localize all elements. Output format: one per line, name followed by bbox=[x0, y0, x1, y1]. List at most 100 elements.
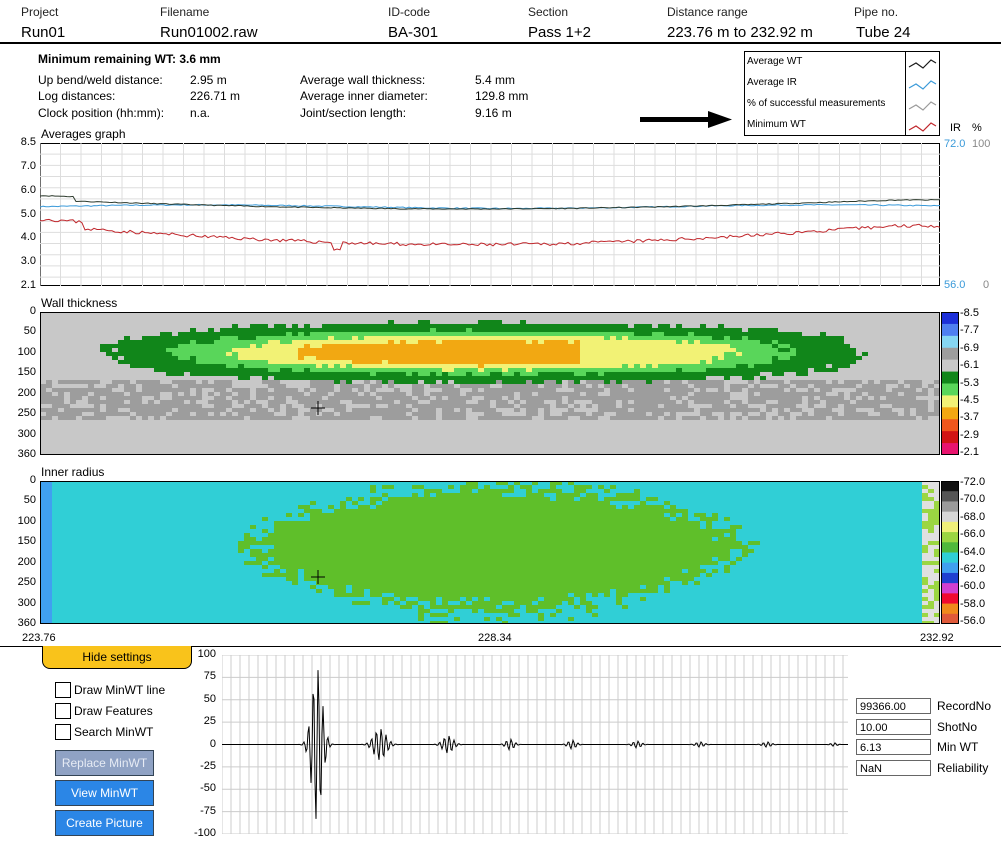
wall-y-tick-label: 100 bbox=[17, 345, 36, 358]
search-minwt-checkbox[interactable] bbox=[55, 724, 71, 740]
inner-scale-label: -62.0 bbox=[960, 562, 986, 575]
wall-y-tick-label: 50 bbox=[23, 325, 36, 338]
wall-scale-label: -6.9 bbox=[960, 341, 979, 354]
inner-scale-swatch bbox=[941, 521, 959, 533]
legend-label-success: % of successful measurements bbox=[747, 98, 886, 109]
wall-scale-label: -7.7 bbox=[960, 324, 979, 337]
waveform-signal-line bbox=[222, 670, 848, 819]
ir-axis-head: IR bbox=[950, 122, 961, 134]
legend-label-minimum-wt: Minimum WT bbox=[747, 119, 806, 130]
view-minwt-button[interactable]: View MinWT bbox=[55, 780, 154, 806]
shot-no-field[interactable]: 10.00 bbox=[856, 719, 931, 735]
reliability-label: Reliability bbox=[937, 761, 989, 775]
hide-settings-button[interactable]: Hide settings bbox=[42, 646, 192, 669]
draw-minwt-line-checkbox[interactable] bbox=[55, 682, 71, 698]
inner-scale-swatch bbox=[941, 511, 959, 523]
wall-thickness-color-scale bbox=[941, 312, 959, 455]
project-value: Run01 bbox=[21, 24, 66, 41]
wall-thickness-title: Wall thickness bbox=[41, 296, 118, 310]
min-wt-label: Min WT bbox=[937, 740, 979, 754]
filename-value: Run01002.raw bbox=[160, 24, 258, 41]
legend-swatches bbox=[908, 59, 937, 132]
pipe-no-value: Tube 24 bbox=[856, 24, 911, 41]
inner-y-tick-label: 200 bbox=[17, 555, 36, 568]
inner-y-tick-label: 360 bbox=[17, 617, 36, 629]
header-bar: Project Run01 Filename Run01002.raw ID-c… bbox=[0, 0, 1001, 44]
up-bend-value: 2.95 m bbox=[190, 73, 227, 87]
inner-scale-swatch bbox=[941, 613, 959, 624]
averages-graph bbox=[40, 143, 940, 286]
id-code-label: ID-code bbox=[388, 5, 431, 19]
inner-y-tick-label: 50 bbox=[23, 494, 36, 507]
inner-y-tick-label: 100 bbox=[17, 514, 36, 527]
minimum-wt-line bbox=[40, 218, 940, 251]
inner-radius-map[interactable] bbox=[40, 481, 940, 624]
distance-range-value: 223.76 m to 232.92 m bbox=[667, 24, 813, 41]
averages-y-tick-label: 7.0 bbox=[20, 159, 36, 172]
inner-y-tick-label: 250 bbox=[17, 576, 36, 589]
inner-scale-swatch bbox=[941, 593, 959, 605]
inner-scale-swatch bbox=[941, 603, 959, 615]
replace-minwt-button[interactable]: Replace MinWT bbox=[55, 750, 154, 776]
min-wt-summary: Minimum remaining WT: 3.6 mm bbox=[38, 52, 221, 66]
wall-y-tick-label: 150 bbox=[17, 366, 36, 379]
inner-scale-swatch bbox=[941, 532, 959, 543]
shot-no-label: ShotNo bbox=[937, 720, 978, 734]
wall-scale-swatch bbox=[941, 419, 959, 432]
pipe-no-label: Pipe no. bbox=[854, 5, 899, 19]
wall-scale-label: -6.1 bbox=[960, 359, 979, 372]
ir-axis-bottom: 56.0 bbox=[944, 279, 966, 291]
inner-y-tick-label: 0 bbox=[29, 474, 36, 486]
inner-scale-swatch bbox=[941, 542, 959, 553]
up-bend-label: Up bend/weld distance: bbox=[38, 73, 163, 87]
wall-y-tick-label: 250 bbox=[17, 407, 36, 420]
min-wt-field[interactable]: 6.13 bbox=[856, 739, 931, 755]
draw-minwt-line-label: Draw MinWT line bbox=[74, 683, 166, 697]
record-no-field[interactable]: 99366.00 bbox=[856, 698, 931, 714]
inner-scale-swatch bbox=[941, 572, 959, 584]
wall-scale-swatch bbox=[941, 383, 959, 396]
avg-inner-diameter-value: 129.8 mm bbox=[475, 89, 529, 103]
reliability-field[interactable]: NaN bbox=[856, 760, 931, 776]
avg-inner-diameter-label: Average inner diameter: bbox=[300, 89, 428, 103]
cursor-crosshair bbox=[311, 401, 325, 415]
waveform-y-tick-label: -25 bbox=[200, 759, 216, 772]
section-value: Pass 1+2 bbox=[528, 24, 591, 41]
wall-scale-label: -2.1 bbox=[960, 446, 979, 458]
ir-axis-top: 72.0 bbox=[944, 138, 966, 150]
log-distances-label: Log distances: bbox=[38, 89, 116, 103]
legend-swatch bbox=[908, 59, 937, 69]
wall-scale-label: -3.7 bbox=[960, 411, 979, 424]
waveform-y-tick-label: -50 bbox=[200, 782, 216, 795]
draw-features-label: Draw Features bbox=[74, 704, 153, 718]
inner-radius-color-scale bbox=[941, 481, 959, 624]
legend-swatch bbox=[908, 80, 937, 90]
wall-scale-swatch bbox=[941, 371, 959, 384]
legend-label-average-ir: Average IR bbox=[747, 77, 797, 88]
record-no-label: RecordNo bbox=[937, 699, 992, 713]
inner-scale-label: -66.0 bbox=[960, 528, 986, 541]
clock-position-value: n.a. bbox=[190, 106, 211, 120]
section-label: Section bbox=[528, 5, 569, 19]
legend-swatch bbox=[908, 101, 937, 111]
inner-scale-swatch bbox=[941, 491, 959, 502]
pct-axis-top: 100 bbox=[972, 138, 991, 150]
waveform-y-tick-label: 25 bbox=[203, 715, 216, 728]
inner-scale-swatch bbox=[941, 552, 959, 564]
averages-y-tick-label: 3.0 bbox=[20, 255, 36, 268]
create-picture-button[interactable]: Create Picture bbox=[55, 810, 154, 836]
average-wt-line bbox=[40, 195, 940, 210]
waveform-y-tick-label: 100 bbox=[197, 648, 216, 660]
averages-graph-title: Averages graph bbox=[41, 127, 126, 141]
draw-features-checkbox[interactable] bbox=[55, 703, 71, 719]
avg-wall-thickness-label: Average wall thickness: bbox=[300, 73, 426, 87]
wall-scale-label: -5.3 bbox=[960, 376, 979, 389]
wall-scale-label: -4.5 bbox=[960, 393, 979, 406]
id-code-value: BA-301 bbox=[388, 24, 439, 41]
waveform-plot bbox=[222, 655, 848, 834]
waveform-y-tick-label: 50 bbox=[203, 692, 216, 705]
wall-scale-swatch bbox=[941, 335, 959, 349]
log-distances-value: 226.71 m bbox=[190, 89, 241, 103]
legend-box: Average WT Average IR % of successful me… bbox=[744, 51, 940, 136]
wall-thickness-map[interactable] bbox=[40, 312, 940, 455]
